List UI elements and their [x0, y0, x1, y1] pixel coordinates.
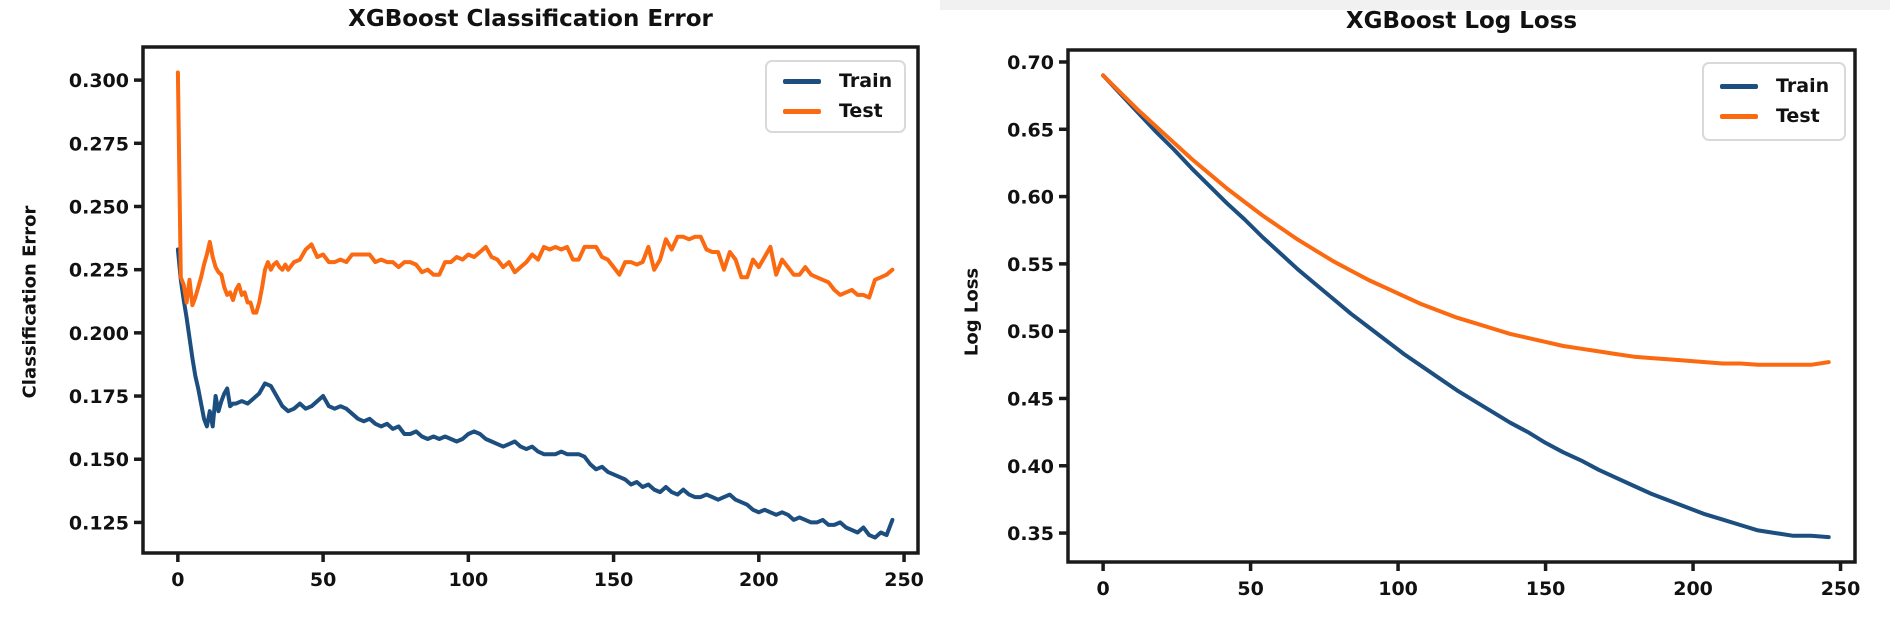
x-tick-label: 200: [739, 569, 779, 591]
y-tick-label: 0.35: [1007, 523, 1054, 545]
y-tick-label: 0.250: [69, 196, 129, 218]
y-tick-label: 0.125: [69, 512, 129, 534]
train-line: [1101, 73, 1831, 540]
legend-row-train: Train: [1720, 77, 1844, 96]
legend-row-test: Test: [783, 102, 904, 121]
chart-0: 0 50 100 150 200 250 0.300 0.275 0.250 0.225 0.200…: [69, 45, 924, 591]
legend-label-test: Test: [1776, 105, 1820, 127]
train-line-swatch: [1720, 84, 1758, 89]
y-tick-label: 0.275: [69, 133, 129, 155]
y-tick-label: 0.150: [69, 449, 129, 471]
y-tick-label: 0.50: [1007, 321, 1054, 343]
plot-spines: [141, 45, 920, 555]
screenshot-edge-artifact: [940, 0, 1890, 10]
y-tick-label: 0.65: [1007, 119, 1054, 141]
legend-row-test: Test: [1720, 107, 1844, 126]
plot-spines: [1066, 48, 1857, 564]
y-tick-label: 0.225: [69, 260, 129, 282]
x-tick-label: 0: [171, 569, 184, 591]
y-tick-label: 0.45: [1007, 388, 1054, 410]
chart-1: 0 50 100 150 200 250 0.70 0.65 0.60 0.55 0.50 0.45 0…: [1007, 48, 1861, 600]
y-tick-label: 0.175: [69, 386, 129, 408]
test-line: [175, 70, 895, 315]
x-tick-label: 150: [1526, 578, 1566, 600]
train-line-swatch: [783, 79, 821, 84]
test-line-swatch: [1720, 114, 1758, 119]
x-tick-label: 100: [1378, 578, 1418, 600]
x-tick-label: 250: [884, 569, 924, 591]
left-chart-legend: Train Test: [765, 60, 906, 133]
test-line-swatch: [783, 109, 821, 114]
test-line: [1101, 73, 1831, 367]
y-tick-label: 0.55: [1007, 254, 1054, 276]
legend-label-train: Train: [839, 70, 893, 92]
y-tick-label: 0.70: [1007, 52, 1054, 74]
train-line: [175, 247, 895, 540]
legend-label-test: Test: [839, 100, 883, 122]
x-tick-label: 200: [1673, 578, 1713, 600]
left-chart-y-axis-label: Classification Error: [19, 205, 41, 399]
right-chart-y-axis-label: Log Loss: [961, 267, 983, 357]
legend-label-train: Train: [1776, 75, 1830, 97]
right-chart-legend: Train Test: [1702, 62, 1846, 141]
x-tick-label: 100: [449, 569, 489, 591]
right-chart-title: XGBoost Log Loss: [1345, 8, 1578, 34]
x-tick-label: 150: [594, 569, 634, 591]
y-tick-label: 0.60: [1007, 187, 1054, 209]
x-tick-label: 0: [1096, 578, 1109, 600]
y-tick-label: 0.200: [69, 323, 129, 345]
x-tick-label: 50: [310, 569, 336, 591]
x-tick-label: 50: [1237, 578, 1263, 600]
left-chart-title: XGBoost Classification Error: [348, 6, 713, 32]
legend-row-train: Train: [783, 72, 904, 91]
y-tick-label: 0.300: [69, 70, 129, 92]
x-tick-label: 250: [1821, 578, 1861, 600]
y-tick-label: 0.40: [1007, 456, 1054, 478]
